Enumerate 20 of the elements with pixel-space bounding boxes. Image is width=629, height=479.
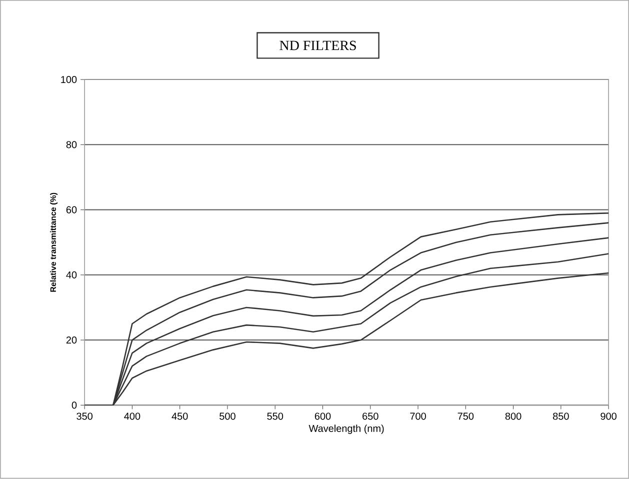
x-tick-label: 350 [76, 412, 93, 420]
x-tick-label: 750 [458, 412, 474, 420]
x-tick-label: 650 [362, 412, 378, 420]
x-tick-label: 450 [172, 412, 188, 420]
y-tick-label: 80 [66, 141, 77, 148]
x-tick-label: 400 [124, 412, 140, 420]
y-tick-label: 100 [61, 76, 77, 84]
x-tick-label: 700 [410, 412, 426, 420]
y-tick-label: 40 [66, 272, 77, 279]
x-tick-label: 800 [505, 412, 522, 420]
x-axis-title: Wavelength (nm) [308, 424, 384, 434]
x-tick-label: 600 [314, 412, 331, 420]
chart-title: ND FILTERS [280, 40, 356, 50]
x-tick-label: 550 [267, 412, 284, 420]
x-tick-label: 850 [553, 412, 569, 420]
y-tick-label: 20 [66, 336, 77, 344]
y-tick-label: 0 [72, 402, 77, 409]
y-tick-label: 60 [66, 206, 77, 214]
x-tick-label: 900 [600, 412, 616, 420]
x-tick-label: 500 [220, 412, 236, 420]
